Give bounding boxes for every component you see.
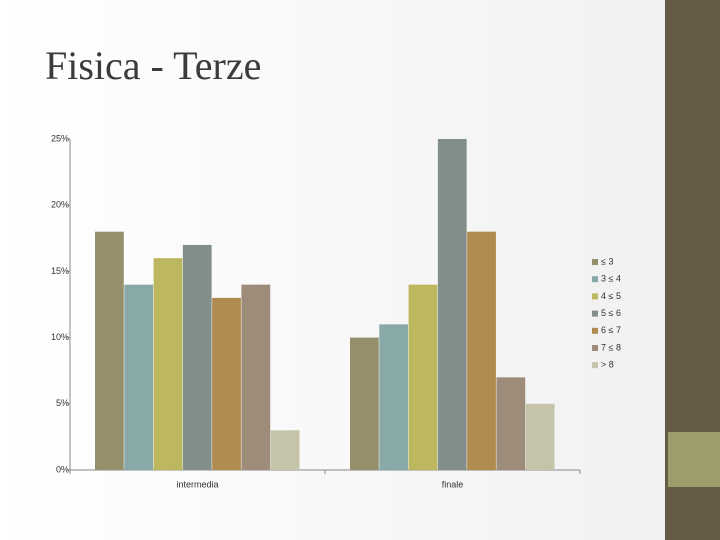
legend-swatch (592, 310, 598, 317)
legend-swatch (592, 276, 598, 283)
y-tick-label: 15% (51, 266, 69, 276)
bar (182, 244, 212, 470)
y-tick-label: 10% (51, 332, 69, 342)
bar (437, 139, 467, 470)
bar (212, 297, 241, 470)
bar (408, 284, 438, 470)
y-tick-label: 20% (51, 200, 69, 210)
x-tick-label: intermedia (176, 479, 218, 489)
legend-label: ≤ 3 (601, 256, 613, 266)
bar (467, 231, 496, 470)
legend-swatch (592, 259, 598, 265)
bar (153, 258, 183, 470)
bar (241, 284, 271, 470)
chart-title: Fisica - Terze (45, 43, 261, 88)
bar (350, 337, 379, 470)
side-accent (668, 432, 720, 487)
bar (95, 231, 124, 470)
y-tick-label: 0% (56, 464, 69, 474)
legend-swatch (592, 362, 598, 369)
legend-label: 3 ≤ 4 (601, 274, 621, 284)
legend-label: 4 ≤ 5 (601, 291, 621, 301)
legend-swatch (592, 345, 598, 351)
legend-swatch (592, 293, 598, 300)
bar (124, 284, 154, 470)
legend-label: 6 ≤ 7 (601, 325, 621, 335)
y-tick-label: 5% (56, 398, 69, 408)
bar (525, 403, 555, 470)
legend-swatch (592, 327, 598, 334)
legend-label: 7 ≤ 8 (601, 342, 621, 352)
bar (379, 324, 409, 470)
legend-label: 5 ≤ 6 (601, 308, 621, 318)
legend-label: > 8 (601, 360, 614, 370)
x-tick-label: finale (442, 479, 464, 489)
y-tick-label: 25% (51, 133, 69, 143)
bar (496, 377, 526, 470)
bar (270, 430, 300, 470)
